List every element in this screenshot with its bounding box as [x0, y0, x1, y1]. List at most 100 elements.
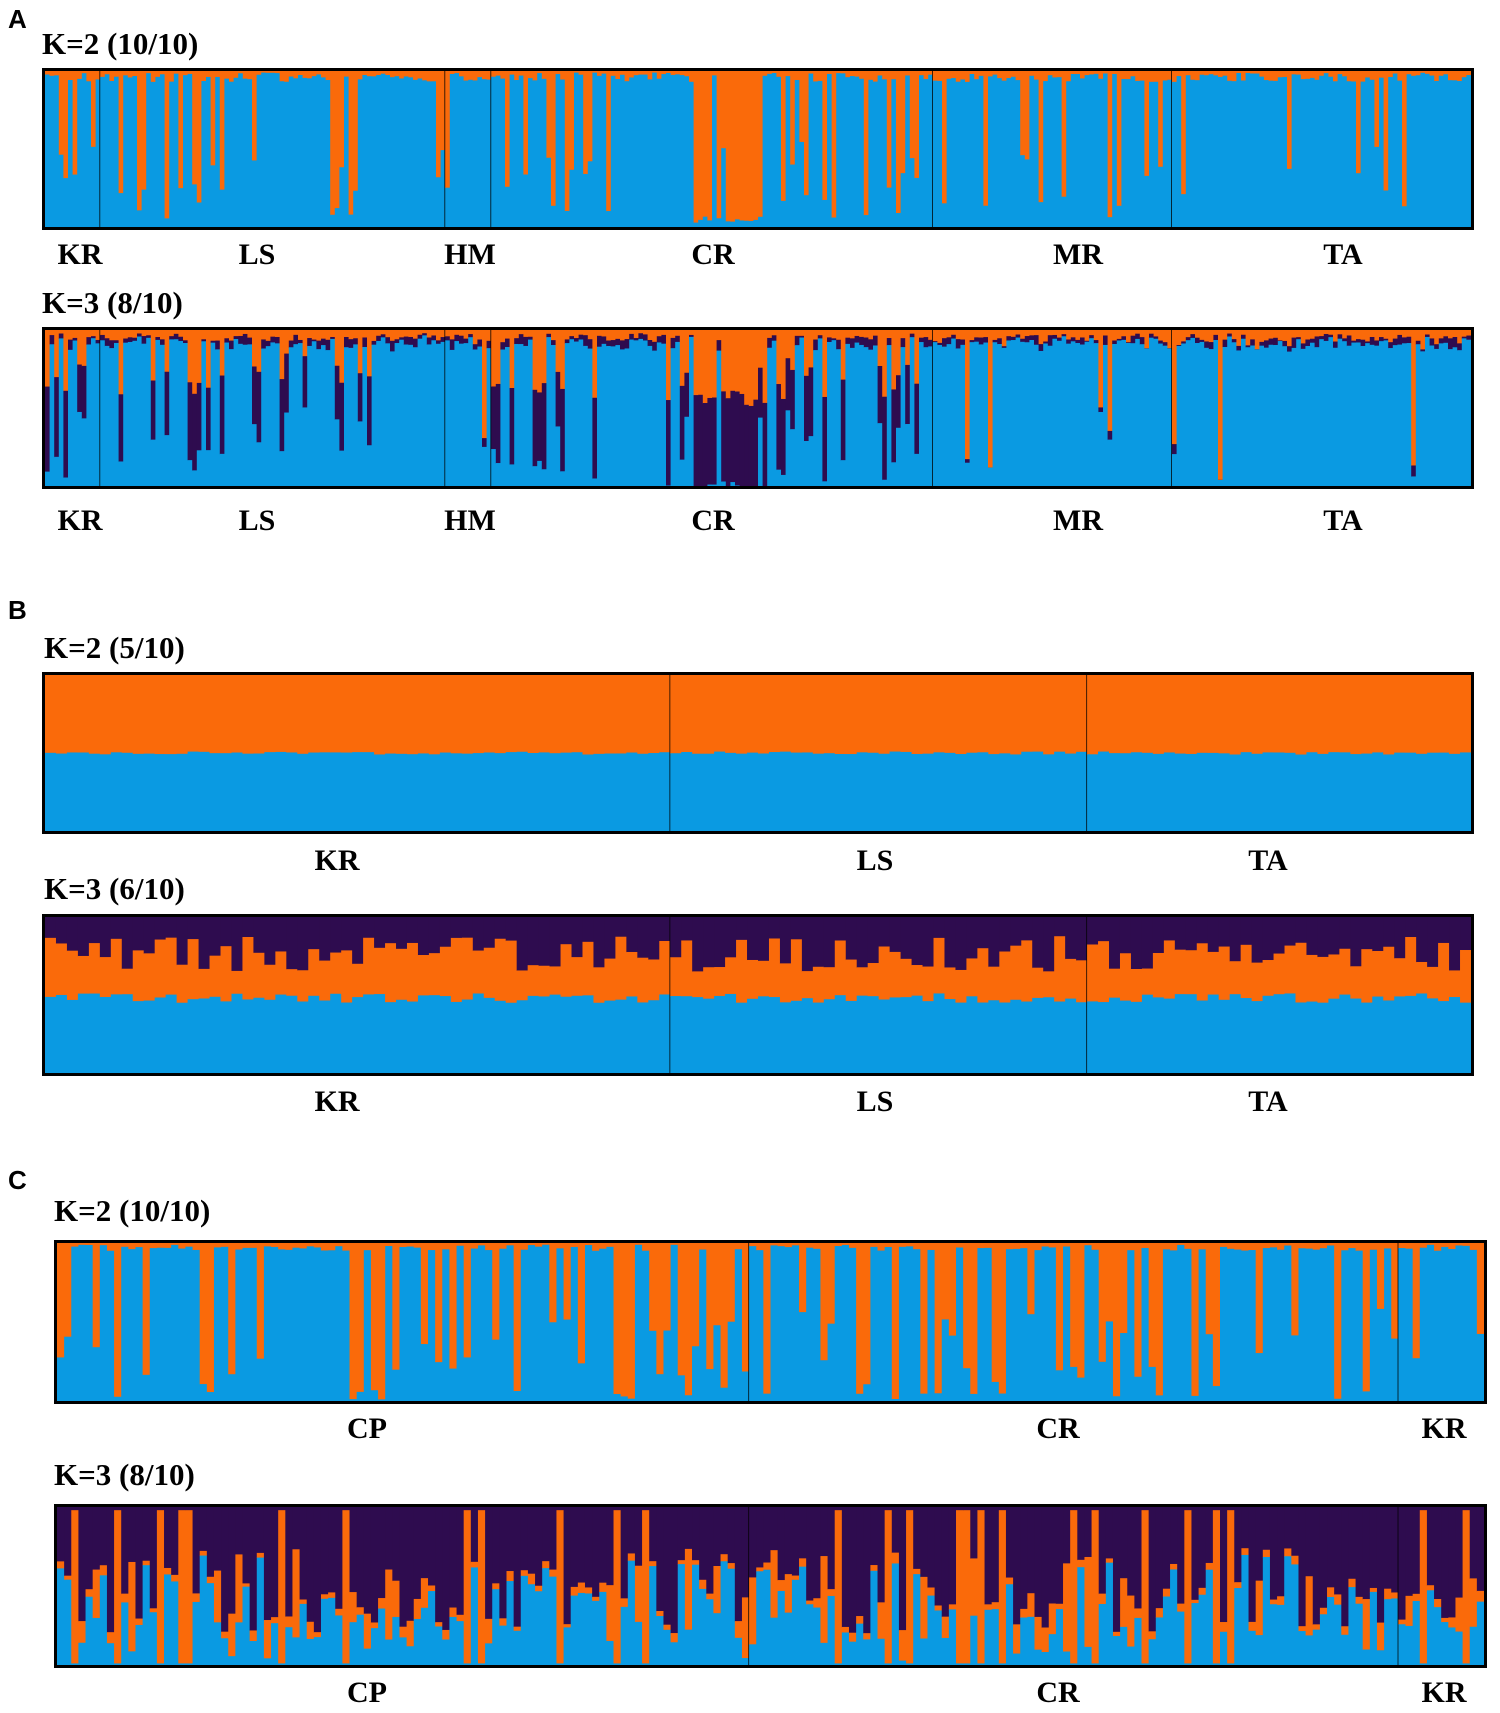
- individual-bar-segment: [483, 947, 496, 999]
- individual-bar-segment: [1250, 330, 1256, 340]
- individual-bar-segment: [1163, 940, 1176, 1000]
- individual-bar-segment: [1185, 675, 1198, 755]
- individual-bar-segment: [142, 1507, 151, 1562]
- individual-bar-segment: [1255, 1243, 1264, 1354]
- individual-bar-segment: [121, 675, 134, 754]
- individual-bar-segment: [610, 71, 616, 77]
- individual-bar-segment: [919, 71, 925, 76]
- individual-bar-segment: [348, 339, 354, 349]
- individual-bar-segment: [302, 407, 308, 486]
- individual-bar-segment: [613, 1510, 622, 1664]
- individual-bar-segment: [311, 339, 317, 342]
- individual-bar-segment: [1383, 190, 1389, 227]
- individual-bar-segment: [238, 330, 244, 337]
- individual-bar-segment: [1361, 753, 1373, 831]
- individual-bar-segment: [1005, 1507, 1014, 1579]
- individual-bar-segment: [417, 330, 423, 336]
- individual-bar-segment: [1098, 330, 1104, 408]
- individual-bar-segment: [1374, 146, 1380, 227]
- individual-bar-segment: [1305, 71, 1311, 80]
- individual-bar-segment: [439, 996, 452, 1073]
- individual-bar-segment: [1043, 971, 1055, 998]
- individual-bar-segment: [352, 752, 364, 831]
- individual-bar-segment: [1438, 675, 1450, 754]
- individual-bar-segment: [261, 348, 267, 486]
- individual-bar-segment: [563, 1624, 572, 1628]
- individual-bar-segment: [679, 385, 685, 461]
- individual-bar-segment: [859, 78, 865, 227]
- individual-bar-segment: [1434, 71, 1440, 82]
- individual-bar-segment: [1048, 1507, 1057, 1604]
- individual-bar-segment: [221, 1638, 229, 1665]
- individual-bar-segment: [454, 330, 460, 336]
- individual-bar-segment: [1273, 994, 1286, 1073]
- individual-bar-segment: [1054, 936, 1066, 1003]
- individual-bar-segment: [1438, 330, 1444, 339]
- individual-bar-segment: [804, 71, 810, 196]
- individual-bar-segment: [363, 1243, 372, 1251]
- individual-bar-segment: [298, 75, 304, 227]
- individual-bar-segment: [1328, 954, 1340, 1000]
- individual-bar-segment: [532, 71, 538, 81]
- individual-bar-segment: [385, 917, 397, 944]
- individual-bar-segment: [1093, 71, 1099, 75]
- population-label: TA: [1248, 1085, 1288, 1118]
- individual-bar-segment: [1207, 917, 1220, 953]
- individual-bar-segment: [420, 1607, 429, 1665]
- individual-bar-segment: [1461, 338, 1467, 486]
- individual-bar-segment: [716, 218, 722, 227]
- individual-bar-segment: [121, 994, 134, 1073]
- individual-bar-segment: [357, 330, 363, 374]
- individual-bar-segment: [242, 917, 255, 938]
- individual-bar-segment: [1001, 80, 1007, 227]
- individual-bar-segment: [693, 330, 699, 396]
- individual-bar-segment: [242, 1243, 251, 1249]
- individual-bar-segment: [492, 1589, 500, 1665]
- individual-bar-segment: [801, 971, 814, 999]
- individual-bar-segment: [1365, 341, 1371, 344]
- individual-bar-segment: [406, 1620, 415, 1647]
- individual-bar-segment: [643, 334, 649, 341]
- individual-bar-segment: [1328, 334, 1334, 338]
- individual-bar-segment: [164, 71, 170, 219]
- individual-bar-segment: [1204, 341, 1210, 349]
- individual-bar-segment: [900, 675, 913, 753]
- individual-bar-segment: [756, 1507, 764, 1568]
- individual-bar-segment: [72, 71, 78, 176]
- individual-bar-segment: [1334, 1594, 1342, 1606]
- individual-bar-segment: [831, 71, 837, 219]
- individual-bar-segment: [66, 917, 79, 952]
- individual-bar-segment: [549, 753, 562, 831]
- individual-bar-segment: [592, 478, 598, 486]
- individual-bar-segment: [1277, 1243, 1285, 1251]
- individual-bar-segment: [1227, 1507, 1235, 1511]
- individual-bar-segment: [132, 330, 138, 339]
- individual-bar-segment: [164, 435, 170, 486]
- individual-bar-segment: [1184, 1248, 1193, 1401]
- individual-bar-segment: [1251, 962, 1264, 1002]
- individual-bar-segment: [1174, 949, 1187, 995]
- individual-bar-segment: [380, 334, 386, 338]
- individual-bar-segment: [1155, 1395, 1164, 1401]
- individual-bar-segment: [1087, 1001, 1099, 1073]
- individual-bar-segment: [263, 1658, 272, 1665]
- individual-bar-segment: [606, 1246, 615, 1401]
- individual-bar-segment: [92, 1347, 101, 1401]
- individual-bar-segment: [1460, 675, 1471, 753]
- individual-bar-segment: [385, 343, 391, 486]
- individual-bar-segment: [1167, 71, 1173, 81]
- individual-bar-segment: [278, 1507, 286, 1511]
- individual-bar-segment: [275, 751, 287, 831]
- individual-bar-segment: [763, 1393, 772, 1401]
- individual-bar-segment: [1218, 479, 1224, 486]
- individual-bar-segment: [702, 216, 708, 227]
- individual-bar-segment: [1084, 75, 1090, 227]
- individual-bar-segment: [790, 752, 803, 831]
- individual-bar-segment: [178, 330, 184, 338]
- individual-bar-segment: [482, 79, 488, 227]
- individual-bar-segment: [638, 330, 644, 334]
- individual-bar-segment: [132, 950, 145, 1002]
- individual-bar-segment: [440, 341, 446, 486]
- individual-bar-segment: [68, 339, 74, 351]
- individual-bar-segment: [435, 1507, 443, 1623]
